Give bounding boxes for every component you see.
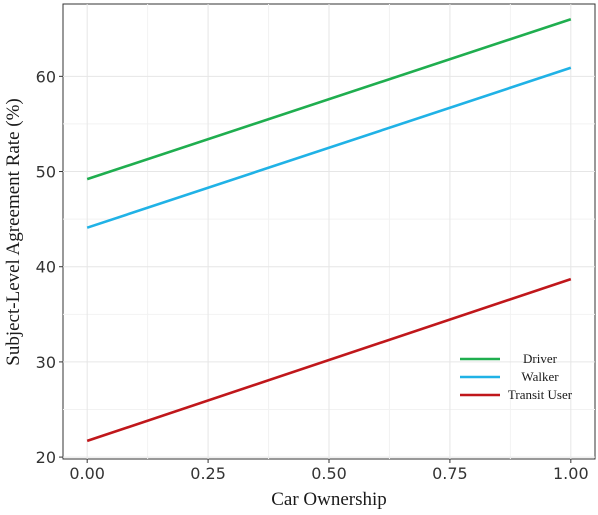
y-tick-label: 40 xyxy=(36,258,56,277)
series-lines xyxy=(86,17,572,443)
x-tick-label: 0.00 xyxy=(69,464,105,483)
y-axis-title: Subject-Level Agreement Rate (%) xyxy=(3,98,24,365)
series-line-walker xyxy=(86,66,572,229)
y-axis-ticks: 20 30 40 50 60 xyxy=(36,67,63,467)
x-tick-label: 0.75 xyxy=(432,464,468,483)
y-tick-label: 60 xyxy=(36,67,56,86)
series-line-driver xyxy=(86,17,572,181)
x-tick-label: 0.50 xyxy=(311,464,347,483)
gridlines xyxy=(63,4,595,459)
y-tick-label: 50 xyxy=(36,163,56,182)
y-tick-label: 30 xyxy=(36,353,56,372)
legend-label-driver: Driver xyxy=(523,351,558,366)
y-tick-label: 20 xyxy=(36,448,56,467)
x-axis-title: Car Ownership xyxy=(271,489,387,510)
x-tick-label: 1.00 xyxy=(553,464,589,483)
series-line-transit-user xyxy=(86,277,572,443)
x-tick-label: 0.25 xyxy=(190,464,226,483)
legend-label-transit-user: Transit User xyxy=(508,387,573,402)
legend: Driver Walker Transit User xyxy=(460,351,573,402)
x-axis-ticks: 0.00 0.25 0.50 0.75 1.00 xyxy=(69,459,589,483)
legend-label-walker: Walker xyxy=(521,369,559,384)
